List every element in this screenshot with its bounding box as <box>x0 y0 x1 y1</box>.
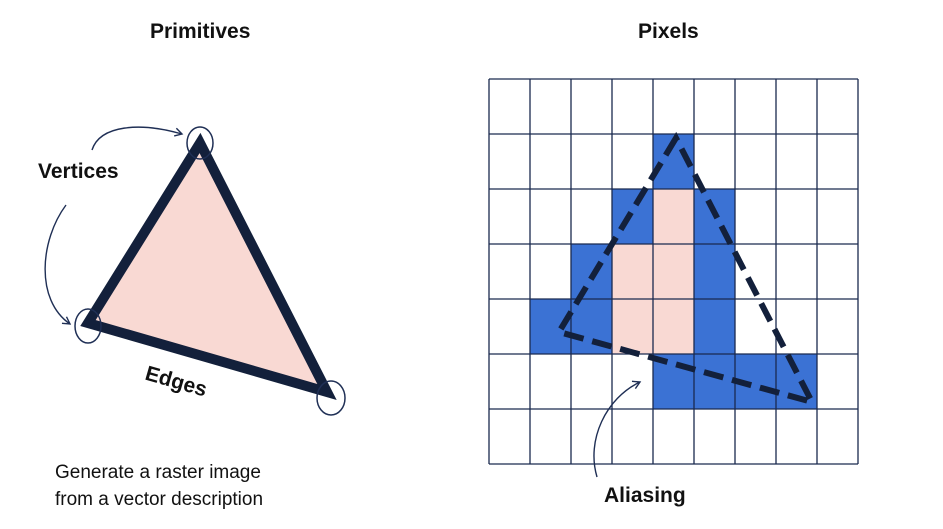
aliasing-label: Aliasing <box>604 484 686 507</box>
vertex-circle-top <box>186 126 214 160</box>
pixel-cell-pink <box>653 189 694 244</box>
pixel-cell-pink <box>612 299 653 354</box>
primitive-triangle <box>80 132 337 401</box>
pixel-cell-blue <box>694 354 735 409</box>
pixel-cell-blue <box>694 244 735 299</box>
pixel-grid-cells <box>530 134 817 409</box>
caption: Generate a raster image from a vector de… <box>55 459 263 513</box>
vertex-circle-left <box>74 308 102 344</box>
pixel-cell-blue <box>612 189 653 244</box>
aliasing-arrow <box>593 380 642 478</box>
pixel-cell-blue <box>694 299 735 354</box>
vertex-circle-right <box>316 380 346 416</box>
vertices-arrow-top <box>91 126 184 151</box>
pixel-grid-lines <box>488 78 859 465</box>
pixel-cell-pink <box>653 244 694 299</box>
caption-line-2: from a vector description <box>55 489 264 510</box>
dashed-ideal-triangle <box>554 131 818 407</box>
pixel-cell-blue <box>653 354 694 409</box>
primitives-title: Primitives <box>150 20 251 43</box>
vertices-label: Vertices <box>38 160 119 183</box>
pixel-cell-pink <box>612 244 653 299</box>
pixels-title: Pixels <box>638 20 699 43</box>
pixel-cell-pink <box>653 299 694 354</box>
vertices-arrow-left <box>44 204 72 325</box>
caption-line-1: Generate a raster image <box>55 462 261 483</box>
